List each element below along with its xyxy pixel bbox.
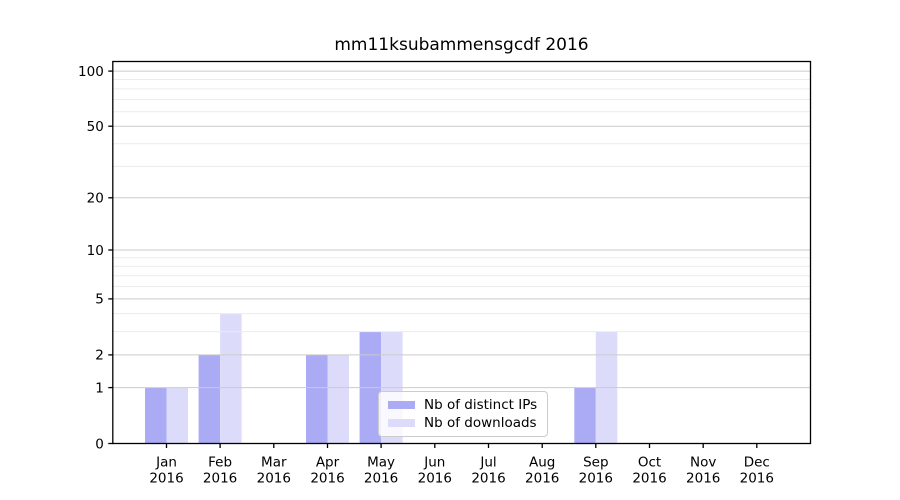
legend-item-downloads: Nb of downloads bbox=[388, 415, 537, 431]
x-tick-label-year: 2016 bbox=[632, 471, 666, 487]
legend-swatch-distinct-ips bbox=[388, 401, 415, 409]
x-tick-label-year: 2016 bbox=[740, 471, 774, 487]
x-tick-label-month: Jul bbox=[479, 455, 496, 471]
legend-swatch-downloads bbox=[388, 419, 415, 427]
axes-frame bbox=[112, 60, 812, 445]
x-tick-label-month: Jun bbox=[423, 455, 445, 471]
bar-downloads-jan bbox=[166, 387, 188, 444]
y-tick-label: 10 bbox=[87, 243, 104, 259]
chart-title: mm11ksubammensgcdf 2016 bbox=[334, 35, 589, 55]
x-tick-label-year: 2016 bbox=[203, 471, 237, 487]
x-tick-label-month: Nov bbox=[690, 455, 716, 471]
y-tick-label: 2 bbox=[95, 348, 104, 364]
bar-downloads-feb bbox=[220, 313, 242, 444]
ticks-layer bbox=[108, 70, 758, 448]
legend-label-downloads: Nb of downloads bbox=[424, 415, 537, 431]
x-tick-label-month: Jan bbox=[155, 455, 177, 471]
x-tick-label-year: 2016 bbox=[149, 471, 183, 487]
bar-downloads-apr bbox=[327, 354, 349, 444]
x-tick-label-year: 2016 bbox=[579, 471, 613, 487]
x-tick-label-month: Oct bbox=[638, 455, 661, 471]
bar-distinct-ips-sep bbox=[574, 387, 596, 444]
bar-distinct-ips-jan bbox=[145, 387, 167, 444]
x-tick-label-month: Dec bbox=[744, 455, 770, 471]
y-tick-label: 1 bbox=[95, 380, 104, 396]
x-tick-label-month: Mar bbox=[261, 455, 287, 471]
grid-layer bbox=[112, 70, 811, 389]
x-tick-label-year: 2016 bbox=[471, 471, 505, 487]
x-tick-label-year: 2016 bbox=[525, 471, 559, 487]
bar-distinct-ips-feb bbox=[198, 354, 221, 444]
x-tick-label-month: Sep bbox=[583, 455, 608, 471]
y-tick-label: 20 bbox=[87, 191, 104, 207]
bar-distinct-ips-apr bbox=[306, 354, 328, 444]
x-tick-label-year: 2016 bbox=[257, 471, 291, 487]
legend-label-distinct-ips: Nb of distinct IPs bbox=[424, 397, 538, 413]
tick-labels-layer: 0125102050100Jan2016Feb2016Mar2016Apr201… bbox=[78, 64, 774, 487]
x-tick-label-year: 2016 bbox=[418, 471, 452, 487]
x-tick-label-year: 2016 bbox=[310, 471, 344, 487]
legend-item-distinct-ips: Nb of distinct IPs bbox=[388, 397, 537, 413]
plot-frame bbox=[112, 60, 812, 445]
x-tick-label-month: May bbox=[367, 455, 395, 471]
y-tick-label: 50 bbox=[87, 119, 104, 135]
y-tick-label: 5 bbox=[95, 292, 104, 308]
y-tick-label: 0 bbox=[95, 436, 104, 452]
x-tick-label-year: 2016 bbox=[686, 471, 720, 487]
y-tick-label: 100 bbox=[78, 64, 104, 80]
x-tick-label-year: 2016 bbox=[364, 471, 398, 487]
x-tick-label-month: Feb bbox=[208, 455, 232, 471]
x-tick-label-month: Apr bbox=[316, 455, 340, 471]
x-tick-label-month: Aug bbox=[529, 455, 555, 471]
legend: Nb of distinct IPs Nb of downloads bbox=[378, 391, 549, 437]
